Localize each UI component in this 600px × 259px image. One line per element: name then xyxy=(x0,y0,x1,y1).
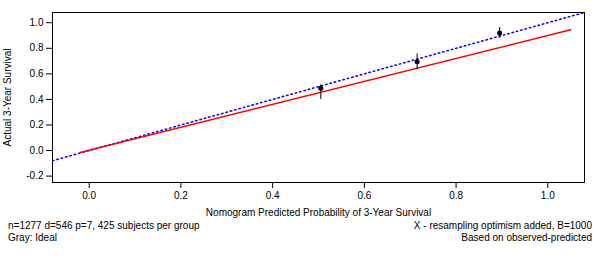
svg-text:0.6: 0.6 xyxy=(30,68,44,79)
svg-text:0.2: 0.2 xyxy=(30,119,44,130)
svg-text:0.6: 0.6 xyxy=(357,190,371,201)
svg-text:-0.2: -0.2 xyxy=(26,170,44,181)
svg-text:Actual 3-Year Survival: Actual 3-Year Survival xyxy=(2,48,13,146)
svg-text:1.0: 1.0 xyxy=(30,17,44,28)
svg-text:0.4: 0.4 xyxy=(30,94,44,105)
svg-text:0.4: 0.4 xyxy=(266,190,280,201)
svg-text:0.0: 0.0 xyxy=(82,190,96,201)
html-text:X - resampling optimism added,: X - resampling optimism added, B=1000 Ba… xyxy=(413,220,592,243)
svg-text:0.8: 0.8 xyxy=(30,42,44,53)
html-text:n=1277 d=546 p=7, 425 subjects: n=1277 d=546 p=7, 425 subjects per group… xyxy=(8,220,200,243)
svg-text:0.0: 0.0 xyxy=(30,145,44,156)
svg-text:Nomogram Predicted Probability: Nomogram Predicted Probability of 3-Year… xyxy=(206,207,431,218)
svg-text:1.0: 1.0 xyxy=(541,190,555,201)
svg-text:0.8: 0.8 xyxy=(449,190,463,201)
svg-text:0.2: 0.2 xyxy=(174,190,188,201)
